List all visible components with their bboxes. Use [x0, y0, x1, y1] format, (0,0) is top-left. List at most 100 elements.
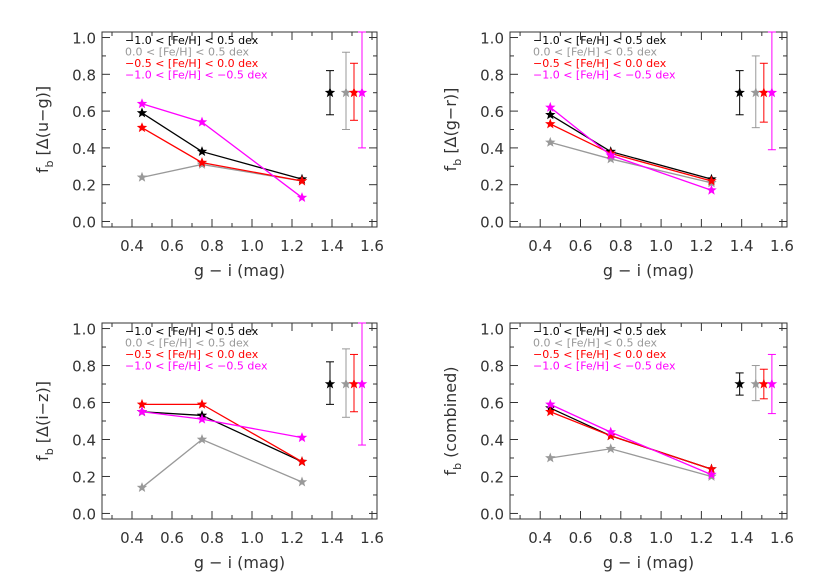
panel-4: 0.4 0.6 0.8 1.0 1.2 1.4 1.6 0.0 0.2 0.4 0.6 0.8 1.0 g…: [441, 321, 794, 572]
y-tick-label: 0.0: [480, 213, 504, 231]
y-tick-label: 0.2: [72, 468, 96, 486]
series-line: [550, 407, 712, 470]
y-label-main: f: [33, 455, 52, 461]
x-tick-label: 1.0: [649, 237, 673, 255]
x-tick-label: 1.4: [320, 237, 344, 255]
data-point-star: [605, 426, 616, 437]
x-tick-label: 1.2: [280, 237, 304, 255]
error-point-star: [750, 87, 761, 98]
error-point-star: [758, 87, 770, 98]
legend-entry: −0.5 < [Fe/H] < 0.0 dex: [533, 348, 667, 361]
legend-entry: −1.0 < [Fe/H] < −0.5 dex: [533, 69, 676, 82]
x-tick-label: 0.6: [160, 237, 184, 255]
data-point-star: [545, 118, 556, 129]
y-axis-label: fb (combined): [441, 366, 464, 475]
y-tick-label: 0.2: [72, 177, 96, 195]
data-point-star: [196, 146, 208, 156]
error-point-star: [734, 87, 745, 98]
y-tick-label: 0.6: [480, 103, 504, 121]
panel-1: 0.4 0.6 0.8 1.0 1.2 1.4 1.6 0.0 0.2 0.4 0.6 0.8 1.0 g…: [33, 30, 384, 280]
series-1: −1.0 < [Fe/H] < 0.5 dex: [125, 325, 336, 467]
y-tick-label: 0.4: [72, 431, 96, 449]
data-point-star: [136, 98, 148, 109]
x-tick-label: 1.4: [320, 529, 344, 547]
legend-entry: 0.0 < [Fe/H] < 0.5 dex: [125, 337, 250, 350]
data-point-star: [296, 432, 308, 443]
x-tick-label: 0.4: [120, 237, 144, 255]
x-tick-label: 0.8: [200, 529, 224, 547]
data-point-star: [136, 122, 148, 133]
data-point-star: [296, 476, 308, 487]
legend-entry: 0.0 < [Fe/H] < 0.5 dex: [533, 337, 658, 350]
x-tick-label: 1.2: [689, 529, 713, 547]
data-point-star: [296, 192, 308, 202]
legend-entry: −0.5 < [Fe/H] < 0.0 dex: [125, 57, 259, 70]
y-tick-label: 0.4: [480, 140, 504, 158]
legend-entry: −0.5 < [Fe/H] < 0.0 dex: [533, 57, 667, 70]
x-tick-label: 0.8: [200, 237, 224, 255]
x-tick-label: 1.4: [730, 529, 754, 547]
legend-entry: −1.0 < [Fe/H] < 0.5 dex: [533, 325, 667, 338]
legend-entry: −1.0 < [Fe/H] < −0.5 dex: [533, 360, 676, 373]
series-3: −0.5 < [Fe/H] < 0.0 dex: [125, 57, 360, 186]
y-tick-label: 0.8: [480, 66, 504, 84]
data-point-star: [706, 463, 717, 474]
panel-2: 0.4 0.6 0.8 1.0 1.2 1.4 1.6 0.0 0.2 0.4 0.6 0.8 1.0 g…: [441, 30, 794, 280]
data-point-star: [545, 398, 556, 409]
x-axis-label: g − i (mag): [194, 553, 285, 572]
error-point-star: [734, 378, 745, 389]
x-tick-label: 0.8: [609, 529, 633, 547]
data-point-star: [605, 149, 616, 160]
y-tick-label: 1.0: [72, 30, 96, 48]
series-3: −0.5 < [Fe/H] < 0.0 dex: [125, 348, 360, 467]
y-axis-label: fb [Δ(i−z)]: [33, 381, 56, 461]
y-label-sub: b: [43, 448, 56, 455]
x-axis-label: g − i (mag): [603, 261, 694, 280]
data-point-star: [196, 434, 208, 444]
x-tick-label: 1.6: [360, 529, 384, 547]
series-2: 0.0 < [Fe/H] < 0.5 dex: [533, 46, 761, 188]
data-point-star: [545, 136, 556, 147]
data-point-star: [545, 452, 556, 463]
y-tick-label: 0.6: [72, 395, 96, 413]
error-point-star: [348, 378, 360, 389]
y-axis-label: fb [Δ(u−g)]: [33, 86, 56, 173]
x-axis-label: g − i (mag): [194, 261, 285, 280]
y-axis-label: fb [Δ(g−r)]: [441, 88, 464, 172]
legend-entry: 0.0 < [Fe/H] < 0.5 dex: [533, 46, 658, 59]
data-point-star: [196, 413, 208, 424]
y-tick-label: 0.2: [480, 177, 504, 195]
legend-entry: −1.0 < [Fe/H] < −0.5 dex: [125, 360, 268, 373]
x-tick-label: 0.4: [528, 529, 552, 547]
y-label-sub: b: [43, 161, 56, 168]
y-label-rest: [Δ(g−r)]: [441, 88, 460, 159]
y-tick-label: 0.8: [480, 358, 504, 376]
legend-entry: −1.0 < [Fe/H] < 0.5 dex: [125, 325, 259, 338]
data-point-star: [136, 398, 148, 409]
data-point-star: [545, 109, 556, 120]
data-point-star: [136, 107, 148, 118]
y-tick-label: 0.8: [72, 66, 96, 84]
x-tick-label: 0.4: [120, 529, 144, 547]
x-tick-label: 1.0: [240, 529, 264, 547]
y-tick-label: 0.0: [72, 505, 96, 523]
y-label-sub: b: [451, 463, 464, 470]
y-label-rest: [Δ(u−g)]: [33, 86, 52, 161]
y-tick-label: 0.8: [72, 358, 96, 376]
error-point-star: [356, 378, 368, 389]
data-point-star: [196, 116, 208, 127]
legend-entry: −1.0 < [Fe/H] < 0.5 dex: [125, 34, 259, 47]
error-point-star: [340, 378, 352, 389]
series-line: [141, 438, 303, 489]
x-axis-label: g − i (mag): [603, 553, 694, 572]
data-point-star: [296, 456, 308, 467]
x-tick-label: 1.6: [770, 529, 794, 547]
series-line: [141, 103, 303, 199]
y-label-sub: b: [451, 159, 464, 166]
error-point-star: [766, 87, 778, 98]
y-tick-label: 0.6: [72, 103, 96, 121]
data-point-star: [196, 398, 208, 409]
x-tick-label: 1.0: [649, 529, 673, 547]
y-tick-label: 1.0: [480, 321, 504, 339]
